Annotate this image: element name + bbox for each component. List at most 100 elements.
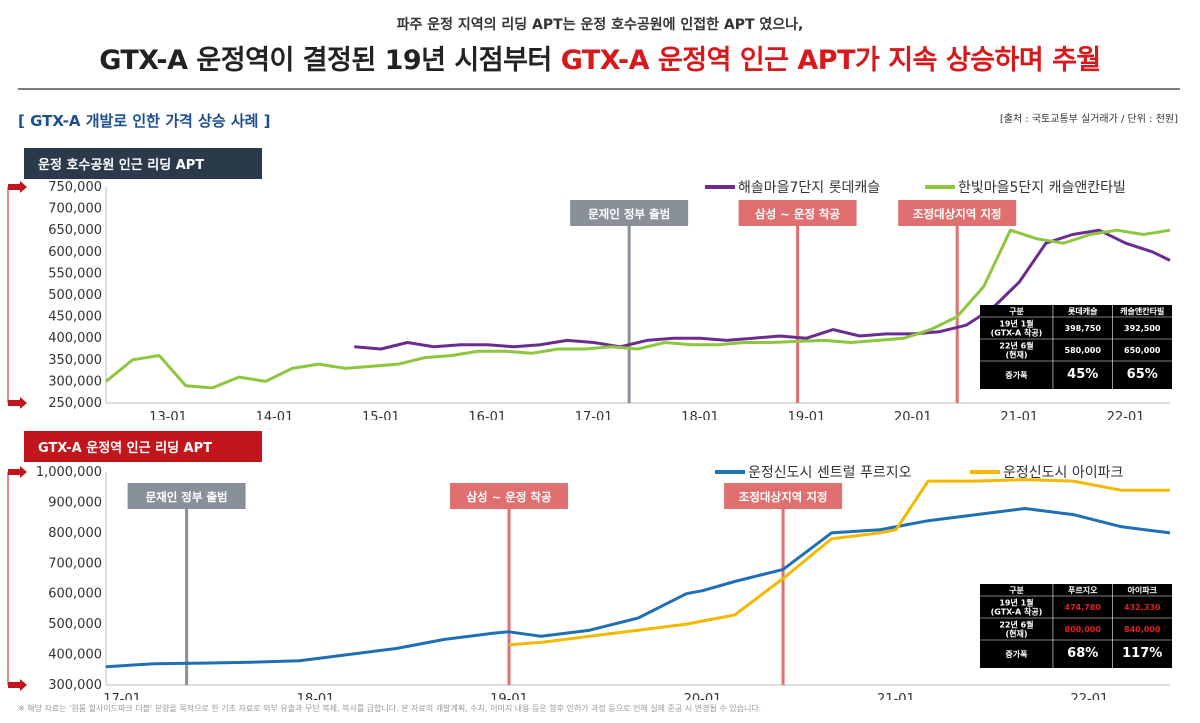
y-tick-label: 900,000 bbox=[48, 495, 102, 510]
x-tick-label: 22-01 bbox=[1071, 692, 1109, 700]
table-cell: 구분 bbox=[1009, 586, 1024, 595]
table-cell: 65% bbox=[1127, 367, 1158, 382]
event-label: 문재인 정부 출범 bbox=[146, 490, 228, 504]
x-tick-label: 17-01 bbox=[103, 692, 141, 700]
y-tick-label: 600,000 bbox=[48, 587, 102, 602]
table-cell: 432,330 bbox=[1124, 603, 1161, 612]
y-tick-label: 600,000 bbox=[48, 245, 102, 260]
title-divider bbox=[18, 88, 1180, 90]
event-label: 삼성 ~ 운정 착공 bbox=[466, 490, 552, 504]
event-label-box bbox=[898, 200, 1017, 226]
subtitle: 파주 운정 지역의 리딩 APT는 운정 호수공원에 인접한 APT 였으나, bbox=[396, 17, 804, 33]
event-label: 문재인 정부 출범 bbox=[588, 207, 670, 221]
y-tick-label: 700,000 bbox=[48, 556, 102, 571]
x-tick-label: 18-01 bbox=[681, 410, 719, 420]
table-cell: 45% bbox=[1067, 367, 1098, 382]
series-line-1 bbox=[354, 228, 1171, 351]
table-cell: 구분 bbox=[1009, 307, 1024, 316]
y-tick-label: 1,000,000 bbox=[36, 465, 102, 480]
y-tick-label: 300,000 bbox=[48, 374, 102, 389]
table-cell: (GTX-A 착공) bbox=[991, 607, 1043, 617]
table-cell: 캐슬앤칸타빌 bbox=[1120, 306, 1164, 316]
table-cell: 392,500 bbox=[1124, 324, 1161, 333]
table-cell: 증가폭 bbox=[1005, 649, 1028, 659]
y-tick-label: 750,000 bbox=[48, 180, 102, 195]
x-tick-label: 17-01 bbox=[575, 410, 613, 420]
table-cell: 22년 6월 bbox=[999, 620, 1033, 630]
summary-table-bg bbox=[980, 305, 1172, 389]
table-cell: 474,780 bbox=[1065, 603, 1102, 612]
table-cell: (현재) bbox=[1005, 629, 1027, 639]
table-cell: 650,000 bbox=[1124, 346, 1161, 355]
y-tick-label: 350,000 bbox=[48, 353, 102, 368]
title-part2: GTX-A 운정역 인근 APT가 지속 상승하며 추월 bbox=[560, 45, 1102, 76]
x-tick-label: 21-01 bbox=[877, 692, 915, 700]
y-tick-label: 250,000 bbox=[48, 396, 102, 411]
chart2-tag: GTX-A 운정역 인근 리딩 APT bbox=[24, 431, 262, 462]
x-tick-label: 20-01 bbox=[894, 410, 932, 420]
event-label-box bbox=[450, 483, 569, 509]
table-cell: 580,000 bbox=[1065, 346, 1102, 355]
y-tick-label: 800,000 bbox=[48, 526, 102, 541]
y-tick-label: 450,000 bbox=[48, 310, 102, 325]
x-tick-label: 16-01 bbox=[468, 410, 506, 420]
y-tick-label: 700,000 bbox=[48, 202, 102, 217]
y-tick-label: 650,000 bbox=[48, 223, 102, 238]
table-cell: (현재) bbox=[1005, 350, 1027, 360]
source-note: [출처 : 국토교통부 실거래가 / 단위 : 천원] bbox=[999, 114, 1178, 125]
axis-bracket-arrow-bottom bbox=[8, 679, 27, 691]
event-label: 조정대상지역 지정 bbox=[739, 490, 828, 504]
table-cell: 증가폭 bbox=[1005, 370, 1028, 380]
table-cell: 800,000 bbox=[1065, 625, 1102, 634]
table-cell: 840,000 bbox=[1124, 625, 1161, 634]
event-label: 조정대상지역 지정 bbox=[913, 207, 1002, 221]
summary-table-bg bbox=[980, 584, 1172, 668]
table-cell: 롯데캐슬 bbox=[1068, 306, 1098, 316]
event-label-box bbox=[570, 200, 689, 226]
y-tick-label: 400,000 bbox=[48, 648, 102, 663]
main-title: GTX-A 운정역이 결정된 19년 시점부터 GTX-A 운정역 인근 APT… bbox=[0, 38, 1200, 77]
y-tick-label: 400,000 bbox=[48, 331, 102, 346]
x-tick-label: 18-01 bbox=[297, 692, 335, 700]
series-line-2 bbox=[508, 478, 1170, 647]
x-tick-label: 20-01 bbox=[684, 692, 722, 700]
y-tick-label: 500,000 bbox=[48, 617, 102, 632]
y-tick-label: 500,000 bbox=[48, 288, 102, 303]
table-cell: 68% bbox=[1067, 646, 1098, 661]
table-cell: 398,750 bbox=[1065, 324, 1102, 333]
legend-label-1: 운정신도시 센트럴 푸르지오 bbox=[748, 465, 912, 481]
legend-label-1: 해솔마을7단지 롯데캐슬 bbox=[738, 180, 880, 196]
table-cell: 19년 1월 bbox=[999, 598, 1033, 608]
legend-label-2: 운정신도시 아이파크 bbox=[1003, 465, 1123, 481]
y-tick-label: 550,000 bbox=[48, 266, 102, 281]
chart2-svg: 300,000 400,000 500,000 600,000 700,000 800,0… bbox=[7, 465, 1172, 700]
axis-bracket-arrow-bottom bbox=[8, 397, 27, 409]
series-line-1 bbox=[105, 507, 1171, 669]
event-label-box bbox=[738, 200, 857, 226]
table-cell: 19년 1월 bbox=[999, 319, 1033, 329]
event-label-box bbox=[724, 483, 843, 509]
chart1-tag: 운정 호수공원 인근 리딩 APT bbox=[24, 148, 262, 179]
x-tick-label: 13-01 bbox=[149, 410, 187, 420]
table-cell: 아이파크 bbox=[1128, 585, 1158, 595]
section-label: [ GTX-A 개발로 인한 가격 상승 사례 ] bbox=[18, 112, 271, 130]
x-tick-label: 19-01 bbox=[490, 692, 528, 700]
table-cell: 117% bbox=[1122, 646, 1162, 661]
series-line-2 bbox=[105, 228, 1171, 390]
x-tick-label: 14-01 bbox=[256, 410, 294, 420]
title-part1: GTX-A 운정역이 결정된 19년 시점부터 bbox=[99, 45, 561, 76]
table-cell: (GTX-A 착공) bbox=[991, 328, 1043, 338]
x-tick-label: 19-01 bbox=[788, 410, 826, 420]
event-label-box bbox=[127, 483, 246, 509]
table-cell: 22년 6월 bbox=[999, 341, 1033, 351]
x-tick-label: 15-01 bbox=[362, 410, 400, 420]
x-tick-label: 21-01 bbox=[1000, 410, 1038, 420]
axis-bracket-arrow-top bbox=[8, 181, 27, 193]
chart1-svg: 250,000 300,000 350,000 400,000 450,000 500,0… bbox=[7, 180, 1172, 420]
event-label: 삼성 ~ 운정 착공 bbox=[755, 207, 841, 221]
legend-label-2: 한빛마을5단지 캐슬앤칸타빌 bbox=[958, 180, 1126, 196]
x-tick-label: 22-01 bbox=[1107, 410, 1145, 420]
table-cell: 푸르지오 bbox=[1068, 585, 1098, 595]
footnote: ※ 해당 자료는 '원룸 힐사이드파크 더블' 분양을 목적으로 한 기초 자료… bbox=[18, 704, 762, 713]
axis-bracket-arrow-top bbox=[8, 466, 27, 478]
